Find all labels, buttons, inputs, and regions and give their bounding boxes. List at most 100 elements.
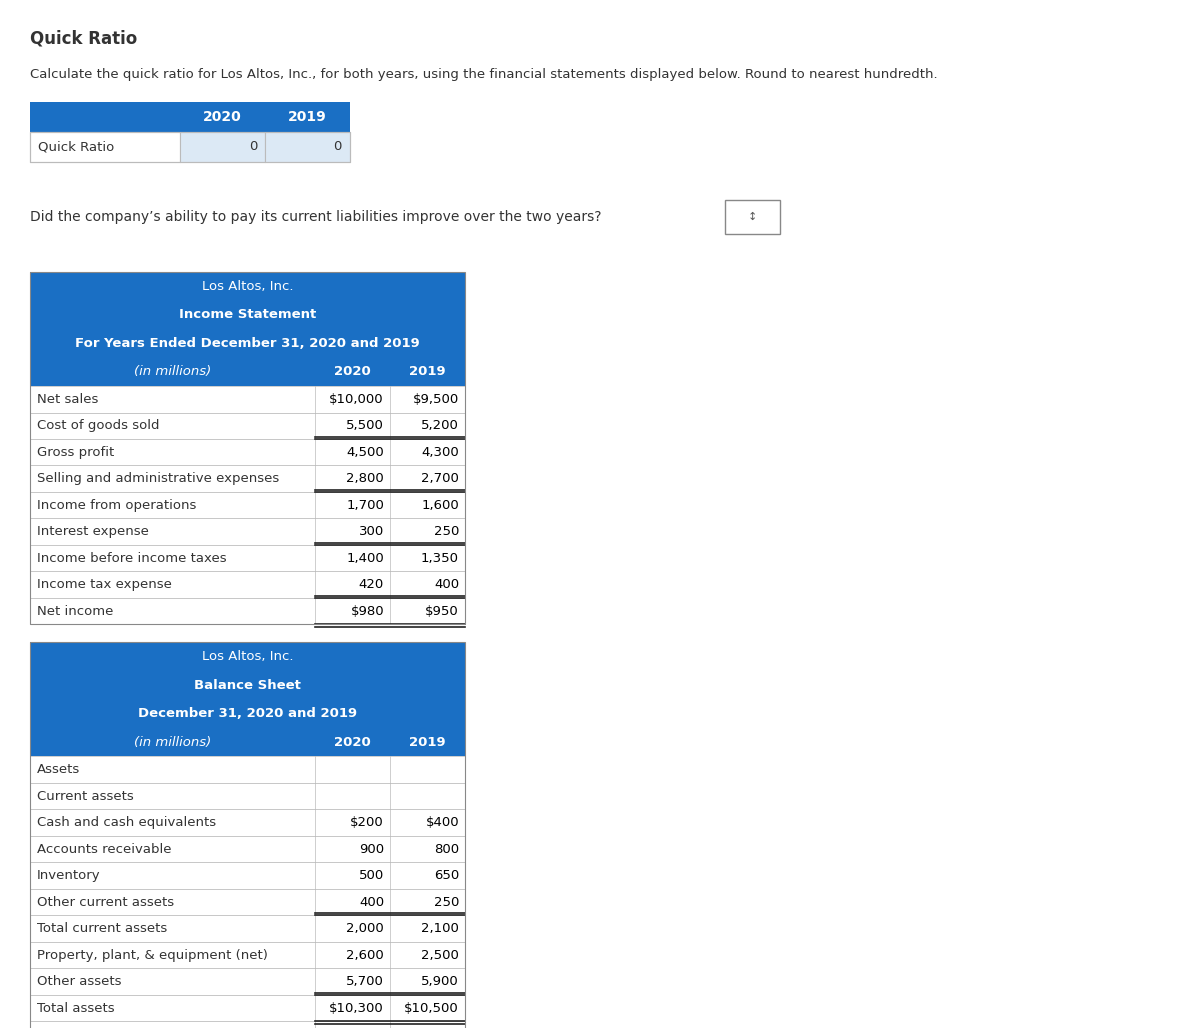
Text: 0: 0 bbox=[248, 141, 257, 153]
Text: Other assets: Other assets bbox=[37, 976, 121, 988]
Text: $400: $400 bbox=[425, 816, 460, 830]
Text: Income before income taxes: Income before income taxes bbox=[37, 552, 227, 564]
Text: Los Altos, Inc.: Los Altos, Inc. bbox=[202, 280, 293, 293]
Text: 5,900: 5,900 bbox=[421, 976, 460, 988]
Text: Quick Ratio: Quick Ratio bbox=[38, 141, 114, 153]
FancyBboxPatch shape bbox=[30, 466, 464, 492]
Text: Property, plant, & equipment (net): Property, plant, & equipment (net) bbox=[37, 949, 268, 962]
Text: $980: $980 bbox=[350, 604, 384, 618]
Text: Net sales: Net sales bbox=[37, 393, 98, 406]
Text: 400: 400 bbox=[434, 578, 460, 591]
FancyBboxPatch shape bbox=[30, 492, 464, 518]
Text: Assets: Assets bbox=[37, 763, 80, 776]
FancyBboxPatch shape bbox=[30, 862, 464, 889]
Text: 800: 800 bbox=[434, 843, 460, 855]
Text: Cash and cash equivalents: Cash and cash equivalents bbox=[37, 816, 216, 830]
FancyBboxPatch shape bbox=[30, 783, 464, 809]
Text: 2,500: 2,500 bbox=[421, 949, 460, 962]
Text: $10,300: $10,300 bbox=[329, 1001, 384, 1015]
Text: $950: $950 bbox=[425, 604, 460, 618]
Text: For Years Ended December 31, 2020 and 2019: For Years Ended December 31, 2020 and 20… bbox=[76, 337, 420, 350]
Text: December 31, 2020 and 2019: December 31, 2020 and 2019 bbox=[138, 707, 358, 721]
FancyBboxPatch shape bbox=[30, 412, 464, 439]
Text: 500: 500 bbox=[359, 870, 384, 882]
Text: 2,600: 2,600 bbox=[347, 949, 384, 962]
Text: 2020: 2020 bbox=[334, 736, 371, 748]
FancyBboxPatch shape bbox=[30, 572, 464, 598]
FancyBboxPatch shape bbox=[30, 916, 464, 942]
FancyBboxPatch shape bbox=[30, 102, 350, 132]
Text: 420: 420 bbox=[359, 578, 384, 591]
FancyBboxPatch shape bbox=[30, 518, 464, 545]
Text: Selling and administrative expenses: Selling and administrative expenses bbox=[37, 472, 280, 485]
Text: 4,500: 4,500 bbox=[347, 446, 384, 458]
Text: Los Altos, Inc.: Los Altos, Inc. bbox=[202, 651, 293, 663]
FancyBboxPatch shape bbox=[30, 1022, 464, 1028]
Text: 2,800: 2,800 bbox=[347, 472, 384, 485]
Text: Quick Ratio: Quick Ratio bbox=[30, 30, 137, 48]
Text: 1,600: 1,600 bbox=[421, 499, 460, 512]
FancyBboxPatch shape bbox=[725, 200, 780, 234]
Text: Current assets: Current assets bbox=[37, 790, 133, 803]
FancyBboxPatch shape bbox=[30, 836, 464, 862]
Text: 250: 250 bbox=[433, 525, 460, 539]
FancyBboxPatch shape bbox=[30, 132, 180, 162]
Text: Income Statement: Income Statement bbox=[179, 308, 316, 322]
Text: 400: 400 bbox=[359, 895, 384, 909]
Text: 2019: 2019 bbox=[288, 110, 326, 124]
FancyBboxPatch shape bbox=[180, 132, 265, 162]
FancyBboxPatch shape bbox=[265, 132, 350, 162]
Text: $10,000: $10,000 bbox=[329, 393, 384, 406]
Bar bbox=[30, 642, 464, 1028]
Text: Cost of goods sold: Cost of goods sold bbox=[37, 419, 160, 432]
Text: Income tax expense: Income tax expense bbox=[37, 578, 172, 591]
Text: 5,200: 5,200 bbox=[421, 419, 460, 432]
Text: Other current assets: Other current assets bbox=[37, 895, 174, 909]
Text: 2019: 2019 bbox=[409, 365, 446, 378]
Bar bbox=[30, 272, 464, 624]
Text: 250: 250 bbox=[433, 895, 460, 909]
Text: 2,000: 2,000 bbox=[347, 922, 384, 935]
FancyBboxPatch shape bbox=[30, 272, 464, 386]
FancyBboxPatch shape bbox=[30, 995, 464, 1022]
Text: Balance Sheet: Balance Sheet bbox=[194, 678, 301, 692]
Text: 1,350: 1,350 bbox=[421, 552, 460, 564]
Text: (in millions): (in millions) bbox=[134, 736, 211, 748]
Text: 900: 900 bbox=[359, 843, 384, 855]
Text: 1,700: 1,700 bbox=[346, 499, 384, 512]
Text: 650: 650 bbox=[433, 870, 460, 882]
Text: Accounts receivable: Accounts receivable bbox=[37, 843, 172, 855]
Text: 5,700: 5,700 bbox=[346, 976, 384, 988]
Text: 2019: 2019 bbox=[409, 736, 446, 748]
FancyBboxPatch shape bbox=[30, 439, 464, 466]
Text: 2,100: 2,100 bbox=[421, 922, 460, 935]
Text: $200: $200 bbox=[350, 816, 384, 830]
Text: Did the company’s ability to pay its current liabilities improve over the two ye: Did the company’s ability to pay its cur… bbox=[30, 210, 601, 224]
Text: Total current assets: Total current assets bbox=[37, 922, 167, 935]
FancyBboxPatch shape bbox=[30, 889, 464, 916]
Text: 4,300: 4,300 bbox=[421, 446, 460, 458]
FancyBboxPatch shape bbox=[30, 598, 464, 624]
Text: Calculate the quick ratio for Los Altos, Inc., for both years, using the financi: Calculate the quick ratio for Los Altos,… bbox=[30, 68, 937, 81]
Text: (in millions): (in millions) bbox=[134, 365, 211, 378]
Text: Total assets: Total assets bbox=[37, 1001, 115, 1015]
FancyBboxPatch shape bbox=[30, 386, 464, 412]
Text: 0: 0 bbox=[334, 141, 342, 153]
FancyBboxPatch shape bbox=[30, 809, 464, 836]
Text: 2,700: 2,700 bbox=[421, 472, 460, 485]
Text: 2020: 2020 bbox=[334, 365, 371, 378]
FancyBboxPatch shape bbox=[30, 642, 464, 757]
Text: 300: 300 bbox=[359, 525, 384, 539]
FancyBboxPatch shape bbox=[30, 757, 464, 783]
FancyBboxPatch shape bbox=[30, 968, 464, 995]
Text: ↕: ↕ bbox=[748, 212, 757, 222]
Text: Interest expense: Interest expense bbox=[37, 525, 149, 539]
Text: $10,500: $10,500 bbox=[404, 1001, 460, 1015]
Text: 2020: 2020 bbox=[203, 110, 242, 124]
Text: 1,400: 1,400 bbox=[347, 552, 384, 564]
Text: Inventory: Inventory bbox=[37, 870, 101, 882]
Text: 5,500: 5,500 bbox=[346, 419, 384, 432]
Text: Net income: Net income bbox=[37, 604, 113, 618]
FancyBboxPatch shape bbox=[30, 545, 464, 572]
Text: $9,500: $9,500 bbox=[413, 393, 460, 406]
